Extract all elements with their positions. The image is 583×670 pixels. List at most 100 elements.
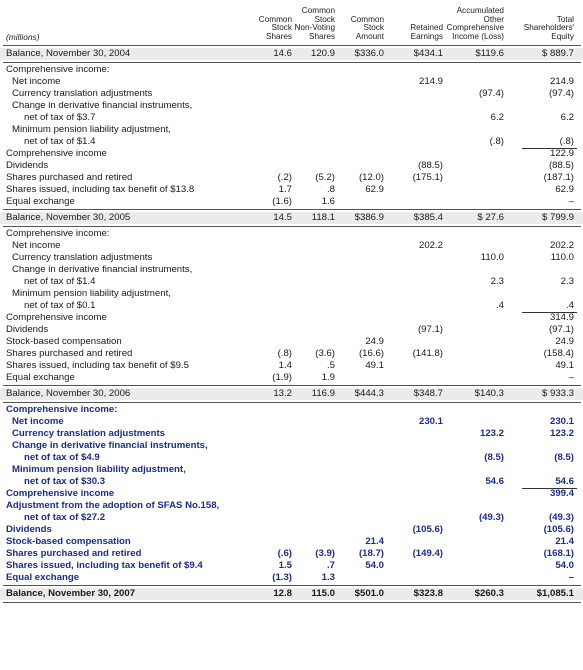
- total-equity-cell: 62.9: [555, 184, 574, 195]
- common-amount-cell: 24.9: [365, 336, 384, 347]
- row-label: Stock-based compensation: [6, 536, 131, 547]
- common-amount-cell: 54.0: [365, 560, 384, 571]
- retained-earnings-cell: (175.1): [412, 172, 443, 183]
- total-equity-cell: (187.1): [543, 172, 574, 183]
- total-equity-cell: 2.3: [560, 276, 574, 287]
- row-label: Comprehensive income:: [6, 404, 118, 415]
- table-row: Currency translation adjustments 110.0 110…: [0, 252, 583, 264]
- subtotal-rule: [522, 148, 577, 149]
- table-row: Comprehensive income:: [0, 404, 583, 416]
- subtotal-rule: [522, 488, 577, 489]
- nonvoting-shares-cell: (3.6): [315, 348, 335, 359]
- hdr-common-amount: Common Stock Amount: [350, 14, 384, 42]
- aoci-cell: (49.3): [478, 512, 504, 523]
- table-row: net of tax of $1.4 (.8) (.8): [0, 136, 583, 148]
- common-shares-cell: 14.6: [273, 48, 292, 59]
- total-equity-cell: 21.4: [555, 536, 574, 547]
- total-equity-cell: 49.1: [555, 360, 574, 371]
- row-label: Dividends: [6, 324, 49, 335]
- aoci-cell: 123.2: [479, 428, 504, 439]
- common-shares-cell: 12.8: [273, 588, 292, 599]
- row-label: Change in derivative financial instrumen…: [12, 264, 193, 275]
- total-equity-cell: 6.2: [560, 112, 574, 123]
- retained-earnings-cell: $385.4: [413, 212, 443, 223]
- row-label: Change in derivative financial instrumen…: [12, 100, 193, 111]
- nonvoting-shares-cell: 118.1: [311, 212, 335, 223]
- table-row: Stock-based compensation 24.9 24.9: [0, 336, 583, 348]
- total-equity-cell: 123.2: [549, 428, 574, 439]
- aoci-cell: 6.2: [490, 112, 504, 123]
- header-line: Other: [483, 14, 504, 24]
- nonvoting-shares-cell: 115.0: [311, 588, 335, 599]
- header-line: Shares: [266, 32, 292, 42]
- total-equity-cell: 214.9: [549, 76, 574, 87]
- table-row: Shares issued, including tax benefit of …: [0, 560, 583, 572]
- table-row: Net income 230.1 230.1: [0, 416, 583, 428]
- total-equity-cell: (.8): [559, 136, 574, 147]
- row-label: Shares issued, including tax benefit of …: [6, 360, 189, 371]
- header-line: Comprehensive: [446, 23, 504, 33]
- common-amount-cell: $501.0: [354, 588, 384, 599]
- retained-earnings-cell: $323.8: [413, 588, 443, 599]
- header-line: Retained: [410, 23, 443, 33]
- total-equity-cell: 230.1: [549, 416, 574, 427]
- nonvoting-shares-cell: .5: [326, 360, 335, 371]
- row-label: net of tax of $0.1: [24, 300, 96, 311]
- total-equity-cell: (49.3): [548, 512, 574, 523]
- total-equity-cell: (8.5): [554, 452, 574, 463]
- row-label: net of tax of $30.3: [24, 476, 106, 487]
- nonvoting-shares-cell: 1.6: [321, 196, 335, 207]
- nonvoting-shares-cell: (3.9): [315, 548, 335, 559]
- row-label: net of tax of $1.4: [24, 276, 96, 287]
- common-amount-cell: $386.9: [354, 212, 384, 223]
- row-label: Comprehensive income: [6, 312, 107, 323]
- total-equity-cell: .4: [565, 300, 574, 311]
- section-rule: [3, 402, 581, 403]
- row-label: Equal exchange: [6, 372, 75, 383]
- header-line: Common: [258, 14, 292, 24]
- row-label: Equal exchange: [6, 572, 80, 583]
- total-equity-cell: (88.5): [548, 160, 574, 171]
- header-line: Shareholders': [523, 23, 574, 33]
- retained-earnings-cell: 230.1: [418, 416, 443, 427]
- row-label: Minimum pension liability adjustment,: [12, 288, 171, 299]
- section-rule: [3, 602, 581, 603]
- retained-earnings-cell: 202.2: [418, 240, 443, 251]
- nonvoting-shares-cell: .7: [326, 560, 335, 571]
- nonvoting-shares-cell: 120.9: [310, 48, 335, 59]
- table-row: Dividends (88.5) (88.5): [0, 160, 583, 172]
- row-label: Currency translation adjustments: [12, 88, 153, 99]
- units-label: (millions): [6, 32, 40, 42]
- table-row: Net income 202.2 202.2: [0, 240, 583, 252]
- common-amount-cell: (16.6): [358, 348, 384, 359]
- section-rule: [3, 209, 581, 210]
- common-shares-cell: (.6): [277, 548, 292, 559]
- header-line: Stock: [271, 23, 292, 33]
- table-row: Shares purchased and retired (.2) (5.2) (12…: [0, 172, 583, 184]
- table-row: Dividends (97.1) (97.1): [0, 324, 583, 336]
- aoci-cell: $ 27.6: [477, 212, 504, 223]
- total-equity-cell: 314.9: [549, 312, 574, 323]
- row-label: Balance, November 30, 2006: [6, 388, 131, 399]
- table-row: net of tax of $0.1 .4 .4: [0, 300, 583, 312]
- total-equity-cell: 54.6: [555, 476, 574, 487]
- table-row: Comprehensive income 399.4: [0, 488, 583, 500]
- header-line: Stock: [363, 23, 384, 33]
- aoci-cell: (97.4): [478, 88, 504, 99]
- nonvoting-shares-cell: 116.9: [311, 388, 335, 399]
- table-row: Shares issued, including tax benefit of …: [0, 360, 583, 372]
- table-row: Currency translation adjustments (97.4) (9…: [0, 88, 583, 100]
- header-line: Income (Loss): [452, 32, 504, 42]
- row-label: net of tax of $1.4: [24, 136, 96, 147]
- row-label: Net income: [12, 416, 64, 427]
- header-line: Common: [350, 14, 384, 24]
- aoci-cell: 2.3: [490, 276, 504, 287]
- table-row: Shares issued, including tax benefit of …: [0, 184, 583, 196]
- retained-earnings-cell: (88.5): [417, 160, 443, 171]
- aoci-cell: 54.6: [485, 476, 504, 487]
- total-equity-cell: 54.0: [555, 560, 574, 571]
- row-label: Comprehensive income: [6, 148, 107, 159]
- table-row: Adjustment from the adoption of SFAS No.…: [0, 500, 583, 512]
- table-row: net of tax of $4.9 (8.5) (8.5): [0, 452, 583, 464]
